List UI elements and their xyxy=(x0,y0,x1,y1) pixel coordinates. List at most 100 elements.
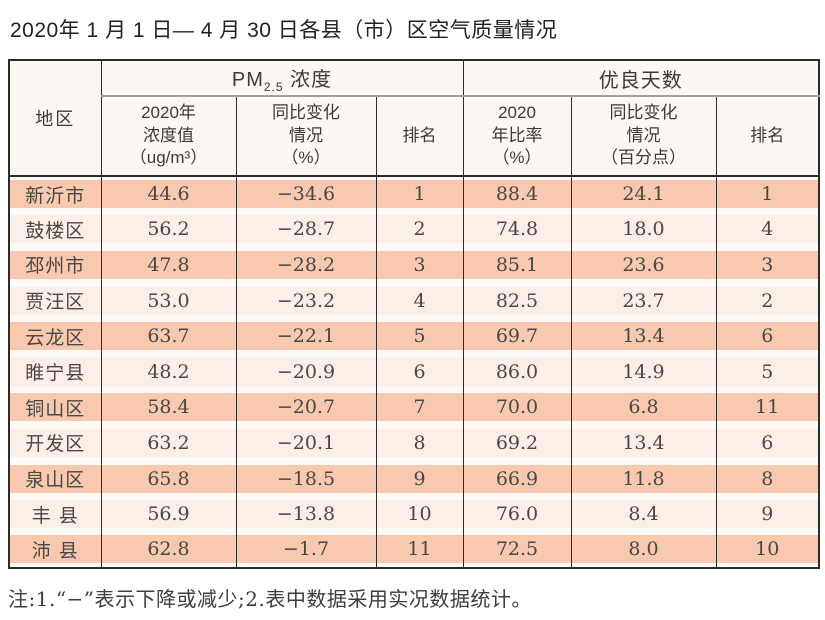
rate-rank-cell: 5 xyxy=(716,353,819,390)
table-row: 沛 县 62.8 −1.7 11 72.5 8.0 10 xyxy=(9,531,819,568)
pm-value-cell: 65.8 xyxy=(101,460,237,497)
rate-rank-cell: 1 xyxy=(716,176,819,212)
header-pm25-group: PM2.5 浓度 xyxy=(101,60,464,97)
rate-rank-cell: 2 xyxy=(716,282,819,319)
header-rate-rank: 排名 xyxy=(716,96,819,177)
region-cell: 贾汪区 xyxy=(9,282,102,319)
rate-change-cell: 23.6 xyxy=(571,247,717,283)
header-pm-value: 2020年 浓度值 （ug/m³） xyxy=(101,96,237,177)
region-cell: 睢宁县 xyxy=(9,353,102,390)
rate-rank-cell: 6 xyxy=(716,318,819,354)
rate-cell: 70.0 xyxy=(463,389,572,426)
rate-cell: 66.9 xyxy=(463,460,572,497)
rate-rank-cell: 3 xyxy=(716,247,819,283)
pm-change-cell: −23.2 xyxy=(236,282,377,319)
rate-change-cell: 14.9 xyxy=(571,353,717,390)
pm-change-cell: −13.8 xyxy=(236,496,377,532)
region-cell: 丰 县 xyxy=(9,496,102,532)
pm-value-cell: 44.6 xyxy=(101,176,237,212)
pm-rank-cell: 9 xyxy=(376,460,464,497)
region-cell: 泉山区 xyxy=(9,460,102,497)
rate-rank-cell: 10 xyxy=(716,531,819,568)
rate-rank-cell: 6 xyxy=(716,425,819,461)
rate-change-cell: 8.0 xyxy=(571,531,717,568)
rate-cell: 85.1 xyxy=(463,247,572,283)
pm-value-cell: 63.7 xyxy=(101,318,237,354)
pm-value-cell: 53.0 xyxy=(101,282,237,319)
header-pm-rank: 排名 xyxy=(376,96,464,177)
rate-change-cell: 23.7 xyxy=(571,282,717,319)
region-cell: 云龙区 xyxy=(9,318,102,354)
pm-rank-cell: 8 xyxy=(376,425,464,461)
table-row: 开发区 63.2 −20.1 8 69.2 13.4 6 xyxy=(9,425,819,461)
rate-change-cell: 8.4 xyxy=(571,496,717,532)
pm-value-cell: 62.8 xyxy=(101,531,237,568)
pm-rank-cell: 3 xyxy=(376,247,464,283)
rate-change-cell: 18.0 xyxy=(571,211,717,248)
pm-value-cell: 47.8 xyxy=(101,247,237,283)
region-cell: 新沂市 xyxy=(9,176,102,212)
pm-value-cell: 63.2 xyxy=(101,425,237,461)
table-header: 地区 PM2.5 浓度 优良天数 2020年 浓度值 （ug/m³） 同比变化 … xyxy=(9,60,819,177)
rate-change-cell: 13.4 xyxy=(571,425,717,461)
pm-rank-cell: 1 xyxy=(376,176,464,212)
pm-change-cell: −1.7 xyxy=(236,531,377,568)
rate-change-cell: 11.8 xyxy=(571,460,717,497)
rate-cell: 82.5 xyxy=(463,282,572,319)
rate-change-cell: 6.8 xyxy=(571,389,717,426)
table-row: 邳州市 47.8 −28.2 3 85.1 23.6 3 xyxy=(9,247,819,283)
table-row: 泉山区 65.8 −18.5 9 66.9 11.8 8 xyxy=(9,460,819,497)
table-row: 鼓楼区 56.2 −28.7 2 74.8 18.0 4 xyxy=(9,211,819,248)
table-row: 铜山区 58.4 −20.7 7 70.0 6.8 11 xyxy=(9,389,819,426)
rate-cell: 72.5 xyxy=(463,531,572,568)
pm-rank-cell: 7 xyxy=(376,389,464,426)
rate-rank-cell: 8 xyxy=(716,460,819,497)
rate-rank-cell: 9 xyxy=(716,496,819,532)
pm-change-cell: −20.1 xyxy=(236,425,377,461)
rate-change-cell: 13.4 xyxy=(571,318,717,354)
pm-change-cell: −34.6 xyxy=(236,176,377,212)
region-cell: 邳州市 xyxy=(9,247,102,283)
rate-cell: 88.4 xyxy=(463,176,572,212)
table-row: 睢宁县 48.2 −20.9 6 86.0 14.9 5 xyxy=(9,353,819,390)
pm-label-subscript: 2.5 xyxy=(263,79,284,94)
page-title: 2020年 1 月 1 日— 4 月 30 日各县（市）区空气质量情况 xyxy=(10,19,558,42)
header-good-days-group: 优良天数 xyxy=(463,60,819,97)
rate-cell: 86.0 xyxy=(463,353,572,390)
pm-change-cell: −18.5 xyxy=(236,460,377,497)
pm-rank-cell: 4 xyxy=(376,282,464,319)
pm-label-prefix: PM xyxy=(231,68,264,91)
pm-rank-cell: 2 xyxy=(376,211,464,248)
pm-value-cell: 48.2 xyxy=(101,353,237,390)
rate-change-cell: 24.1 xyxy=(571,176,717,212)
header-pm-change: 同比变化 情况 （%） xyxy=(236,96,377,177)
rate-cell: 74.8 xyxy=(463,211,572,248)
region-cell: 铜山区 xyxy=(9,389,102,426)
region-cell: 开发区 xyxy=(9,425,102,461)
pm-change-cell: −20.7 xyxy=(236,389,377,426)
region-cell: 鼓楼区 xyxy=(9,211,102,248)
pm-value-cell: 56.2 xyxy=(101,211,237,248)
header-rate-change: 同比变化 情况 （百分点） xyxy=(571,96,717,177)
rate-rank-cell: 4 xyxy=(716,211,819,248)
table-body: 新沂市 44.6 −34.6 1 88.4 24.1 1 鼓楼区 56.2 −2… xyxy=(9,176,819,568)
table-row: 丰 县 56.9 −13.8 10 76.0 8.4 9 xyxy=(9,496,819,532)
table-row: 云龙区 63.7 −22.1 5 69.7 13.4 6 xyxy=(9,318,819,354)
rate-cell: 69.2 xyxy=(463,425,572,461)
rate-cell: 69.7 xyxy=(463,318,572,354)
pm-change-cell: −20.9 xyxy=(236,353,377,390)
air-quality-table: 地区 PM2.5 浓度 优良天数 2020年 浓度值 （ug/m³） 同比变化 … xyxy=(8,59,820,569)
pm-value-cell: 56.9 xyxy=(101,496,237,532)
table-row: 贾汪区 53.0 −23.2 4 82.5 23.7 2 xyxy=(9,282,819,319)
footnote: 注:1.“−”表示下降或减少;2.表中数据采用实况数据统计。 xyxy=(8,586,532,611)
pm-rank-cell: 6 xyxy=(376,353,464,390)
table-row: 新沂市 44.6 −34.6 1 88.4 24.1 1 xyxy=(9,176,819,212)
region-cell: 沛 县 xyxy=(9,531,102,568)
header-rate: 2020 年比率 （%） xyxy=(463,96,572,177)
pm-rank-cell: 10 xyxy=(376,496,464,532)
header-region: 地区 xyxy=(9,60,102,177)
rate-rank-cell: 11 xyxy=(716,389,819,426)
pm-rank-cell: 5 xyxy=(376,318,464,354)
pm-rank-cell: 11 xyxy=(376,531,464,568)
